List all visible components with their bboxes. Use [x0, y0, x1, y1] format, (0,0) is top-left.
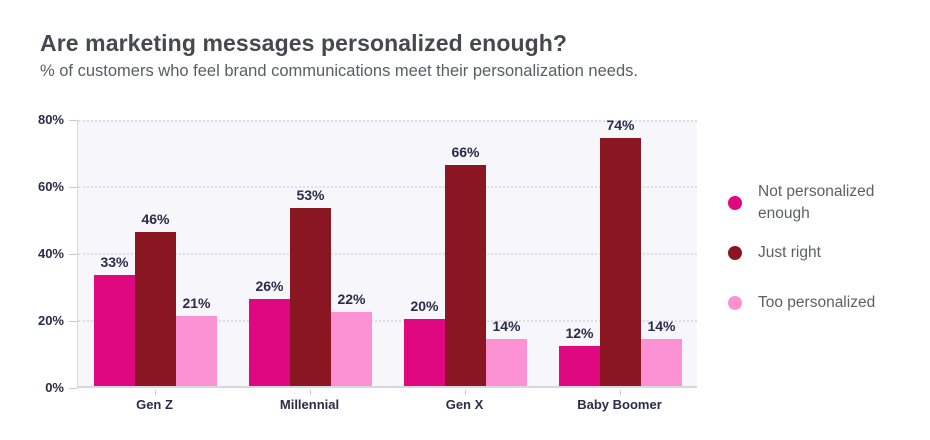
chart-title: Are marketing messages personalized enou…: [40, 30, 568, 56]
y-axis-label-40%: 40%: [37, 246, 64, 261]
bar-value-label-Baby Boomer-Just right: 74%: [606, 117, 635, 134]
bar-Gen Z-Too personalized: [176, 315, 217, 386]
legend-label: Not personalized enough: [758, 183, 875, 222]
bar-value-label-Gen Z-Too personalized: 21%: [182, 294, 211, 311]
legend-item-just-right: Just right: [728, 242, 908, 264]
bar-group-Gen Z: 33% 46% 21%: [94, 120, 217, 386]
bar-Gen X-Too personalized: [486, 339, 527, 386]
y-axis-label-0%: 0%: [45, 380, 64, 395]
legend-label: Just right: [758, 244, 821, 261]
bar-group-Gen X: 20% 66% 14%: [404, 120, 527, 386]
legend-item-too-personalized: Too personalized: [728, 292, 908, 314]
bar-group-Millennial: 26% 53% 22%: [249, 120, 372, 386]
x-axis-label-Gen Z: Gen Z: [136, 397, 173, 412]
x-axis-tick-Gen X: [464, 390, 466, 395]
x-axis-label-Millennial: Millennial: [279, 397, 340, 412]
bar-Baby Boomer-Just right: [600, 138, 641, 386]
y-gridline-20%: [78, 320, 697, 322]
y-axis-tick-20%: [69, 320, 77, 322]
y-axis-tick-80%: [69, 119, 77, 121]
bar-Gen Z-Just right: [135, 231, 176, 386]
bar-Millennial-Too personalized: [331, 312, 372, 386]
y-axis-label-80%: 80%: [37, 112, 64, 127]
bar-Millennial-Just right: [290, 208, 331, 386]
bar-value-label-Gen X-Not personalized enough: 20%: [410, 298, 439, 314]
bar-Gen X-Just right: [445, 164, 486, 386]
y-axis-label-60%: 60%: [37, 179, 64, 194]
bar-Baby Boomer-Not personalized enough: [559, 345, 600, 386]
bar-value-label-Baby Boomer-Too personalized: 14%: [647, 318, 676, 335]
chart-subtitle: % of customers who feel brand communicat…: [40, 62, 638, 80]
bar-Millennial-Not personalized enough: [249, 298, 290, 386]
bar-value-label-Millennial-Not personalized enough: 26%: [255, 277, 284, 294]
bar-Gen X-Not personalized enough: [404, 319, 445, 386]
legend-label: Too personalized: [758, 294, 876, 311]
y-axis-label-20%: 20%: [37, 313, 64, 328]
legend-swatch-not-personalized-enough: [728, 195, 742, 210]
y-axis-tick-60%: [69, 186, 77, 188]
bar-value-label-Gen X-Just right: 66%: [451, 143, 480, 160]
bar-value-label-Gen Z-Not personalized enough: 33%: [100, 254, 129, 271]
y-gridline-80%: [78, 120, 697, 122]
y-gridline-60%: [78, 186, 697, 188]
bar-value-label-Baby Boomer-Not personalized enough: 12%: [565, 324, 594, 341]
bar-value-label-Gen Z-Just right: 46%: [141, 210, 170, 227]
legend-item-not-personalized-enough: Not personalized enough: [728, 181, 908, 224]
bar-group-Baby Boomer: 12% 74% 14%: [559, 117, 682, 386]
y-axis-tick-0%: [69, 387, 77, 389]
bar-value-label-Gen X-Too personalized: 14%: [492, 318, 521, 335]
y-axis-tick-40%: [69, 253, 77, 255]
x-axis-tick-Baby Boomer: [619, 390, 621, 395]
legend-swatch-too-personalized: [728, 295, 742, 310]
bar-Gen Z-Not personalized enough: [94, 275, 135, 386]
bar-value-label-Millennial-Too personalized: 22%: [337, 291, 366, 308]
bar-Baby Boomer-Too personalized: [641, 339, 682, 386]
x-axis-tick-Gen Z: [154, 390, 156, 395]
x-axis-label-Gen X: Gen X: [445, 397, 484, 412]
bar-value-label-Millennial-Just right: 53%: [296, 187, 325, 204]
x-axis-tick-Millennial: [309, 390, 311, 395]
plot-area: 33% 46% 21% 26% 53% 22% 20% 66% 14% 12% 74% 14%: [77, 117, 697, 388]
x-axis-label-Baby Boomer: Baby Boomer: [577, 397, 662, 412]
y-gridline-40%: [78, 253, 697, 255]
legend-swatch-just-right: [728, 245, 742, 260]
